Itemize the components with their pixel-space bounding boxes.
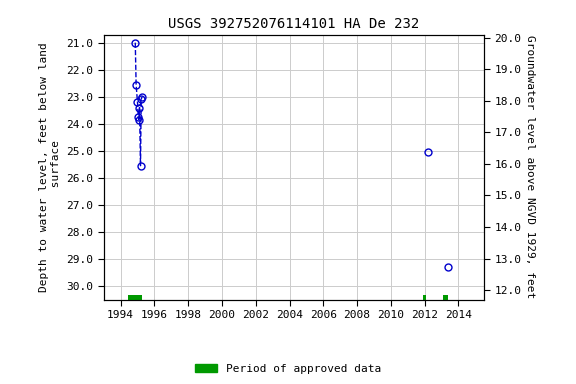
Legend: Period of approved data: Period of approved data <box>191 359 385 379</box>
Bar <box>128 295 142 300</box>
Bar <box>423 295 426 300</box>
Title: USGS 392752076114101 HA De 232: USGS 392752076114101 HA De 232 <box>168 17 419 31</box>
Y-axis label: Depth to water level, feet below land
 surface: Depth to water level, feet below land su… <box>39 42 60 292</box>
Bar <box>444 295 448 300</box>
Y-axis label: Groundwater level above NGVD 1929, feet: Groundwater level above NGVD 1929, feet <box>525 35 535 299</box>
